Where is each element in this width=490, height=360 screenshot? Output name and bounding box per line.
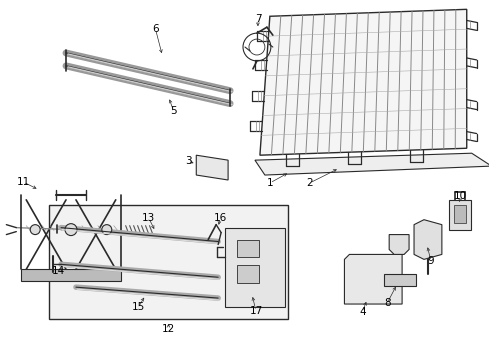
Text: 13: 13 [142,213,155,223]
Text: 1: 1 [267,178,273,188]
Bar [225,228,285,307]
Bar [237,265,259,283]
Bar [21,269,121,281]
Text: 2: 2 [306,178,313,188]
Text: 15: 15 [132,302,145,312]
Circle shape [30,225,40,235]
Text: 10: 10 [454,191,467,201]
Text: 17: 17 [249,306,263,316]
Polygon shape [449,200,471,230]
Text: 6: 6 [152,24,159,34]
Bar [384,274,416,286]
Polygon shape [255,153,490,175]
Polygon shape [414,220,442,260]
Text: 16: 16 [214,213,227,223]
Text: 5: 5 [170,105,177,116]
Circle shape [65,224,77,235]
Text: 14: 14 [51,266,65,276]
Polygon shape [344,255,402,304]
Circle shape [102,225,112,235]
Text: 4: 4 [359,307,366,317]
Text: 8: 8 [384,298,391,308]
Text: 12: 12 [162,324,175,334]
Text: 11: 11 [17,177,30,187]
Text: 9: 9 [428,256,434,266]
Bar [237,239,259,257]
Polygon shape [389,235,409,255]
Text: 3: 3 [185,156,192,166]
Polygon shape [260,9,467,155]
Bar [454,205,465,223]
Polygon shape [196,155,228,180]
Text: 7: 7 [255,14,261,24]
Bar [49,205,288,319]
